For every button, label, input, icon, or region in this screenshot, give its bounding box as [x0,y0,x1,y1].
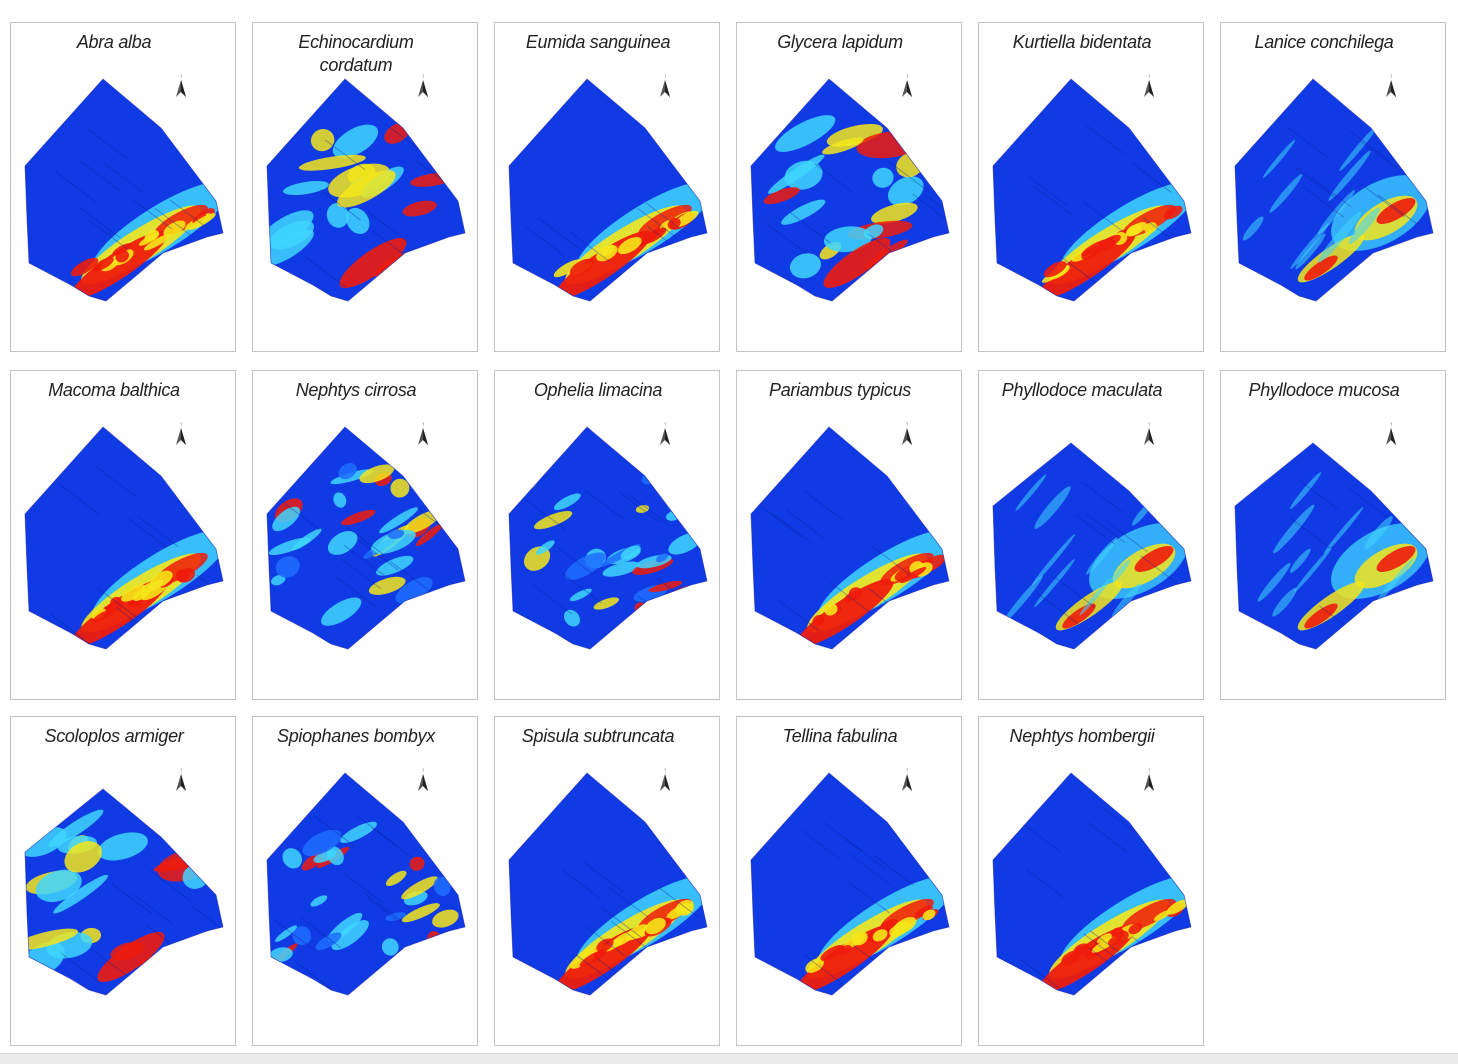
svg-text:↑: ↑ [664,768,667,774]
north-arrow-icon: ↑ [660,422,670,445]
species-name: Nephtys cirrosa [295,380,417,400]
distribution-map [24,788,224,996]
north-arrow-icon: ↑ [418,74,428,97]
svg-text:↑: ↑ [664,74,667,80]
north-arrow-icon: ↑ [660,768,670,791]
distribution-map [992,78,1192,302]
species-name: Tellina fabulina [782,726,898,746]
north-arrow-icon: ↑ [176,74,186,97]
map-panel: Eumida sanguinea ↑ [494,22,720,352]
north-arrow-icon: ↑ [1144,74,1154,97]
map-panel: Spiophanes bombyx ↑ [252,716,478,1046]
map-panel: Tellina fabulina ↑ [736,716,962,1046]
north-arrow-icon: ↑ [902,422,912,445]
species-name: Phyllodoce maculata [1001,380,1163,400]
map-panel: Lanice conchilega ↑ [1220,22,1446,352]
north-arrow-icon: ↑ [176,768,186,791]
svg-text:↑: ↑ [906,768,909,774]
north-arrow-icon: ↑ [902,768,912,791]
species-name: Spisula subtruncata [521,726,675,746]
north-arrow-icon: ↑ [902,74,912,97]
svg-text:↑: ↑ [664,422,667,428]
svg-text:↑: ↑ [180,422,183,428]
svg-text:↑: ↑ [906,74,909,80]
north-arrow-icon: ↑ [176,422,186,445]
map-panel: Scoloplos armiger ↑ [10,716,236,1046]
species-name: Pariambus typicus [769,380,911,400]
species-name: Ophelia limacina [533,380,663,400]
distribution-map [1234,78,1434,302]
svg-text:↑: ↑ [422,74,425,80]
distribution-map [992,442,1192,650]
species-name: Abra alba [76,32,152,52]
north-arrow-icon: ↑ [1144,422,1154,445]
distribution-map [266,426,466,650]
svg-text:↑: ↑ [1390,422,1393,428]
north-arrow-icon: ↑ [418,422,428,445]
svg-text:↑: ↑ [180,74,183,80]
species-name: Macoma balthica [48,380,180,400]
svg-text:↑: ↑ [1148,422,1151,428]
distribution-map [24,426,224,650]
svg-text:↑: ↑ [422,422,425,428]
species-name: Phyllodoce mucosa [1248,380,1400,400]
svg-text:↑: ↑ [906,422,909,428]
map-panel: Spisula subtruncata ↑ [494,716,720,1046]
map-panel: Pariambus typicus ↑ [736,370,962,700]
map-panel: Nephtys cirrosa ↑ [252,370,478,700]
species-name: Eumida sanguinea [525,32,671,52]
map-panel: Macoma balthica ↑ [10,370,236,700]
map-panel: Echinocardium cordatum ↑ [252,22,478,352]
species-name: Lanice conchilega [1254,32,1394,52]
map-panel: Glycera lapidum ↑ [736,22,962,352]
map-panel: Kurtiella bidentata ↑ [978,22,1204,352]
window-bottom-strip [0,1053,1458,1064]
distribution-map [1234,442,1434,650]
svg-text:↑: ↑ [180,768,183,774]
distribution-map [266,78,466,302]
distribution-map [750,772,950,996]
distribution-map [750,426,950,650]
svg-text:↑: ↑ [1148,74,1151,80]
distribution-map [24,78,224,302]
map-panel: Nephtys hombergii ↑ [978,716,1204,1046]
map-panel: Phyllodoce maculata ↑ [978,370,1204,700]
distribution-map [508,426,708,650]
north-arrow-icon: ↑ [660,74,670,97]
species-name: Spiophanes bombyx [276,726,435,746]
north-arrow-icon: ↑ [418,768,428,791]
distribution-map [508,78,708,302]
svg-text:↑: ↑ [1148,768,1151,774]
species-name: Glycera lapidum [777,32,903,52]
distribution-map [992,772,1192,996]
species-name: Scoloplos armiger [44,726,184,746]
distribution-map [750,78,950,302]
svg-text:↑: ↑ [422,768,425,774]
map-panel: Ophelia limacina ↑ [494,370,720,700]
north-arrow-icon: ↑ [1386,74,1396,97]
distribution-map [508,772,708,996]
north-arrow-icon: ↑ [1386,422,1396,445]
north-arrow-icon: ↑ [1144,768,1154,791]
species-name: Nephtys hombergii [1009,726,1155,746]
distribution-map [266,772,466,996]
svg-text:↑: ↑ [1390,74,1393,80]
species-name: Echinocardium cordatum [298,32,414,75]
map-panel: Abra alba ↑ [10,22,236,352]
species-name: Kurtiella bidentata [1012,32,1152,52]
map-panel: Phyllodoce mucosa ↑ [1220,370,1446,700]
